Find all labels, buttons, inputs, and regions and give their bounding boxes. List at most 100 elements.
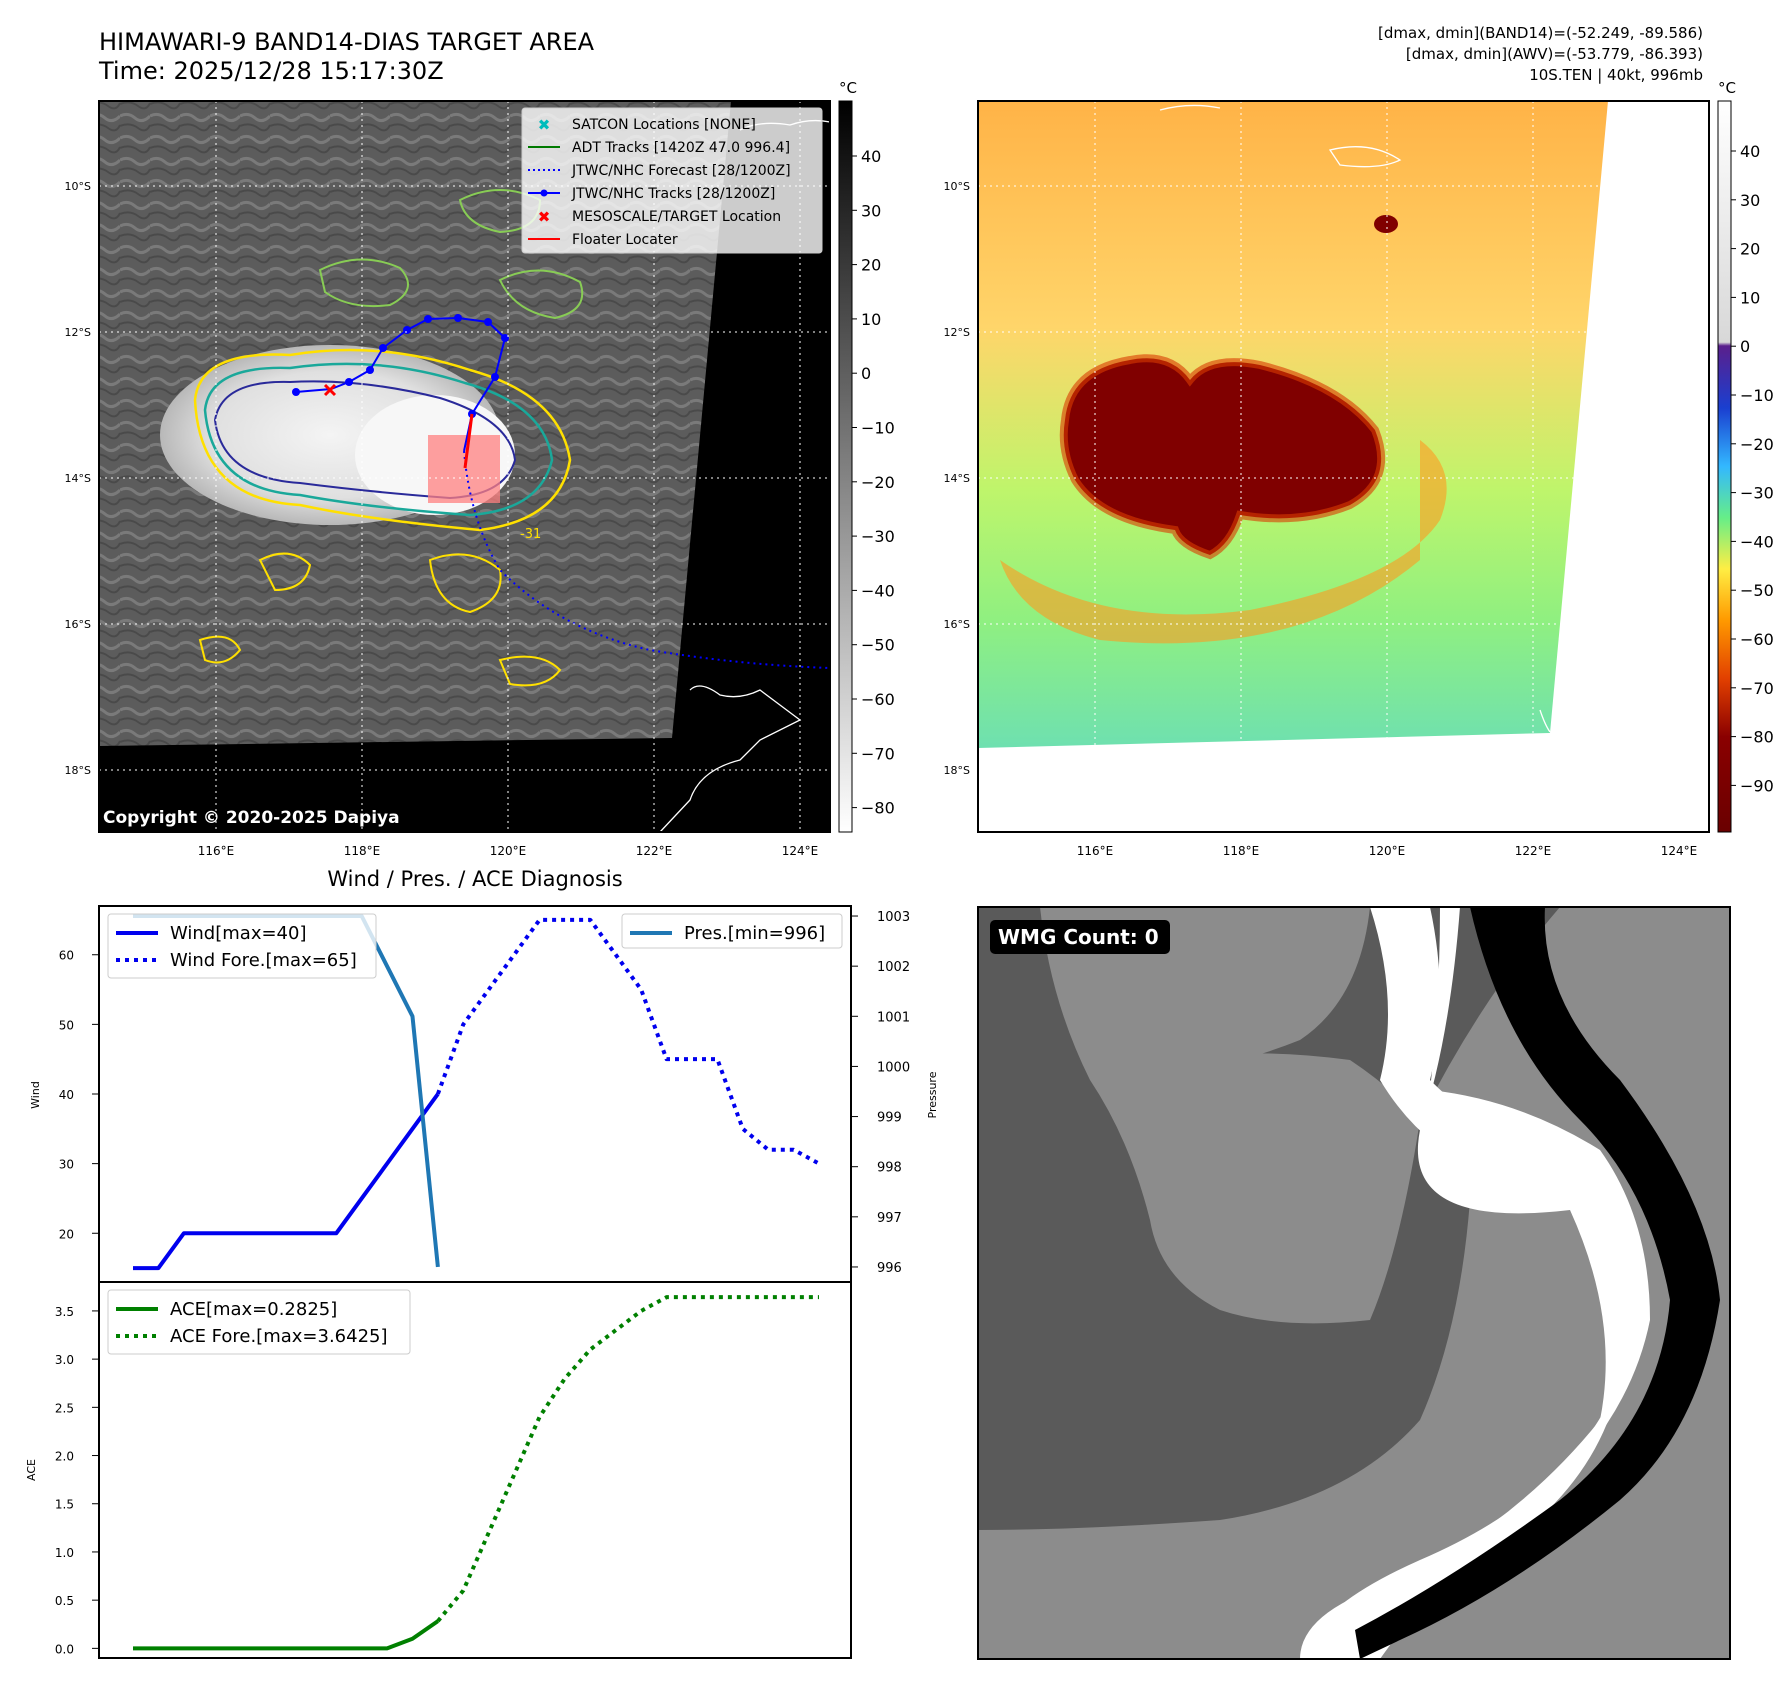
pressure-tick-label: 998 [877, 1161, 902, 1176]
wmg-black-band [1355, 907, 1720, 1659]
colorbar-tick-label: 0 [861, 364, 871, 383]
series-line [436, 1295, 819, 1623]
contour-teal [203, 362, 554, 517]
colorbar-tick-label: 20 [1740, 240, 1760, 259]
pressure-tick-label: 1001 [877, 1010, 910, 1025]
colorbar-tick-label: −20 [861, 473, 895, 492]
ace-legend-box [107, 1289, 411, 1355]
contour-label: -31 [520, 527, 541, 542]
lat-label-16s: 16°S [944, 618, 970, 631]
target-marker [323, 383, 337, 397]
figure-title-line2: Time: 2025/12/28 15:17:30Z [98, 57, 444, 85]
ace-tick-label: 0.0 [55, 1642, 74, 1656]
color-colorbar-unit: °C [1718, 79, 1736, 97]
copyright-text: Copyright © 2020-2025 Dapiya [103, 808, 400, 828]
pressure-tick-label: 996 [877, 1261, 902, 1276]
ace-tick-label: 3.5 [55, 1305, 74, 1319]
legend-label: MESOSCALE/TARGET Location [572, 209, 781, 225]
colorbar-tick-label: −60 [1740, 630, 1774, 649]
wind-tick-label: 60 [59, 949, 74, 963]
lat-label-14s: 14°S [65, 472, 91, 485]
ace-tick-label: 3.0 [55, 1353, 74, 1367]
lat-label-12s: 12°S [65, 326, 91, 339]
legend-marker-x: ✖ [538, 208, 551, 226]
legend-label: ACE[max=0.2825] [170, 1299, 337, 1320]
lat-label-18s: 18°S [944, 764, 970, 777]
wind-legend: Wind[max=40] Wind Fore.[max=65] [107, 913, 377, 979]
map-lon-labels: 116°E 118°E 120°E 122°E 124°E 116°E 118°… [198, 844, 1698, 858]
pressure-tick-label: 1003 [877, 910, 910, 925]
stats-line2: [dmax, dmin](AWV)=(-53.779, -86.393) [1406, 45, 1703, 63]
awv-orange-band [1000, 440, 1447, 644]
legend-label: JTWC/NHC Tracks [28/1200Z] [571, 186, 775, 202]
lon-label-116e: 116°E [198, 844, 235, 858]
lat-label-14s: 14°S [944, 472, 970, 485]
legend-marker-dot [540, 189, 548, 197]
awv-map-frame [977, 100, 1710, 833]
lon-label-124e: 124°E [782, 844, 819, 858]
pressure-legend-box [621, 913, 843, 949]
color-colorbar [1717, 100, 1732, 833]
contour-navy [213, 380, 517, 500]
colorbar-tick-label: −10 [1740, 386, 1774, 405]
awv-coastline [1159, 104, 1551, 733]
colorbar-tick-label: −80 [861, 799, 895, 818]
wind-tick-label: 50 [59, 1018, 74, 1032]
lon-label-122e: 122°E [636, 844, 673, 858]
ace-axis-ticks: 0.0 0.5 1.0 1.5 2.0 2.5 3.0 3.5 [55, 1305, 99, 1656]
lon-label-124e: 124°E [1661, 844, 1698, 858]
pressure-tick-label: 1002 [877, 960, 910, 975]
colorbar-tick-label: −70 [1740, 679, 1774, 698]
gray-colorbar-ticks: 40 30 20 10 0 −10 −20 −30 −40 −50 −60 −70 −80 [852, 147, 895, 818]
map-legend-box [521, 107, 823, 254]
stats-line1: [dmax, dmin](BAND14)=(-52.249, -89.586) [1378, 24, 1703, 42]
lon-label-118e: 118°E [1223, 844, 1260, 858]
wmg-light-gray-region [978, 907, 1730, 1659]
lon-label-118e: 118°E [344, 844, 381, 858]
wind-tick-label: 20 [59, 1227, 74, 1241]
legend-label: Wind Fore.[max=65] [170, 950, 357, 971]
colorbar-tick-label: −40 [1740, 532, 1774, 551]
colorbar-tick-label: −60 [861, 690, 895, 709]
map-legend-items: ✖ SATCON Locations [NONE] ADT Tracks [1420… [528, 116, 791, 248]
colorbar-tick-label: −50 [861, 636, 895, 655]
colorbar-tick-label: −30 [1740, 484, 1774, 503]
series-line [133, 1092, 440, 1271]
wmg-count-badge-bg [990, 920, 1170, 954]
pressure-axis-ticks: 996 997 998 999 1000 1001 1002 1003 [851, 910, 910, 1276]
lat-label-18s: 18°S [65, 764, 91, 777]
colorbar-tick-label: 10 [1740, 288, 1760, 307]
colorbar-tick-label: −40 [861, 581, 895, 600]
stats-line3: 10S.TEN | 40kt, 996mb [1529, 66, 1703, 84]
pressure-tick-label: 1000 [877, 1060, 910, 1075]
colorbar-tick-label: −90 [1740, 776, 1774, 795]
wmg-panel: WMG Count: 0 [977, 906, 1731, 1660]
ace-plot-lines [133, 1295, 819, 1651]
legend-label: Floater Locater [572, 232, 678, 248]
contour-yellow [193, 348, 572, 532]
diagnosis-title: Wind / Pres. / ACE Diagnosis [327, 867, 622, 891]
color-colorbar-ticks: 40 30 20 10 0 −10 −20 −30 −40 −50 −60 −70 −80 −90 [1731, 142, 1774, 795]
contour-yellow-south [198, 552, 562, 687]
ace-tick-label: 0.5 [55, 1594, 74, 1608]
colorbar-tick-label: −10 [861, 419, 895, 438]
wind-tick-label: 30 [59, 1158, 74, 1172]
colorbar-tick-label: 30 [1740, 191, 1760, 210]
gray-colorbar [838, 100, 853, 833]
legend-marker-x: ✖ [538, 116, 551, 134]
map-lat-labels: 10°S 12°S 14°S 16°S 18°S 10°S 12°S 14°S … [65, 180, 970, 777]
wind-axis-ticks: 20 30 40 50 60 [59, 949, 99, 1241]
colorbar-tick-label: −20 [1740, 435, 1774, 454]
colorbar-tick-label: −50 [1740, 581, 1774, 600]
gray-colorbar-unit: °C [839, 79, 857, 97]
colorbar-tick-label: −30 [861, 527, 895, 546]
floater-locater [463, 413, 474, 469]
lat-label-10s: 10°S [944, 180, 970, 193]
series-line [436, 917, 820, 1166]
pressure-tick-label: 997 [877, 1211, 902, 1226]
series-line [133, 1619, 440, 1651]
jtwc-track-points [292, 314, 509, 418]
ace-tick-label: 2.0 [55, 1450, 74, 1464]
awv-map-panel [977, 100, 1710, 833]
